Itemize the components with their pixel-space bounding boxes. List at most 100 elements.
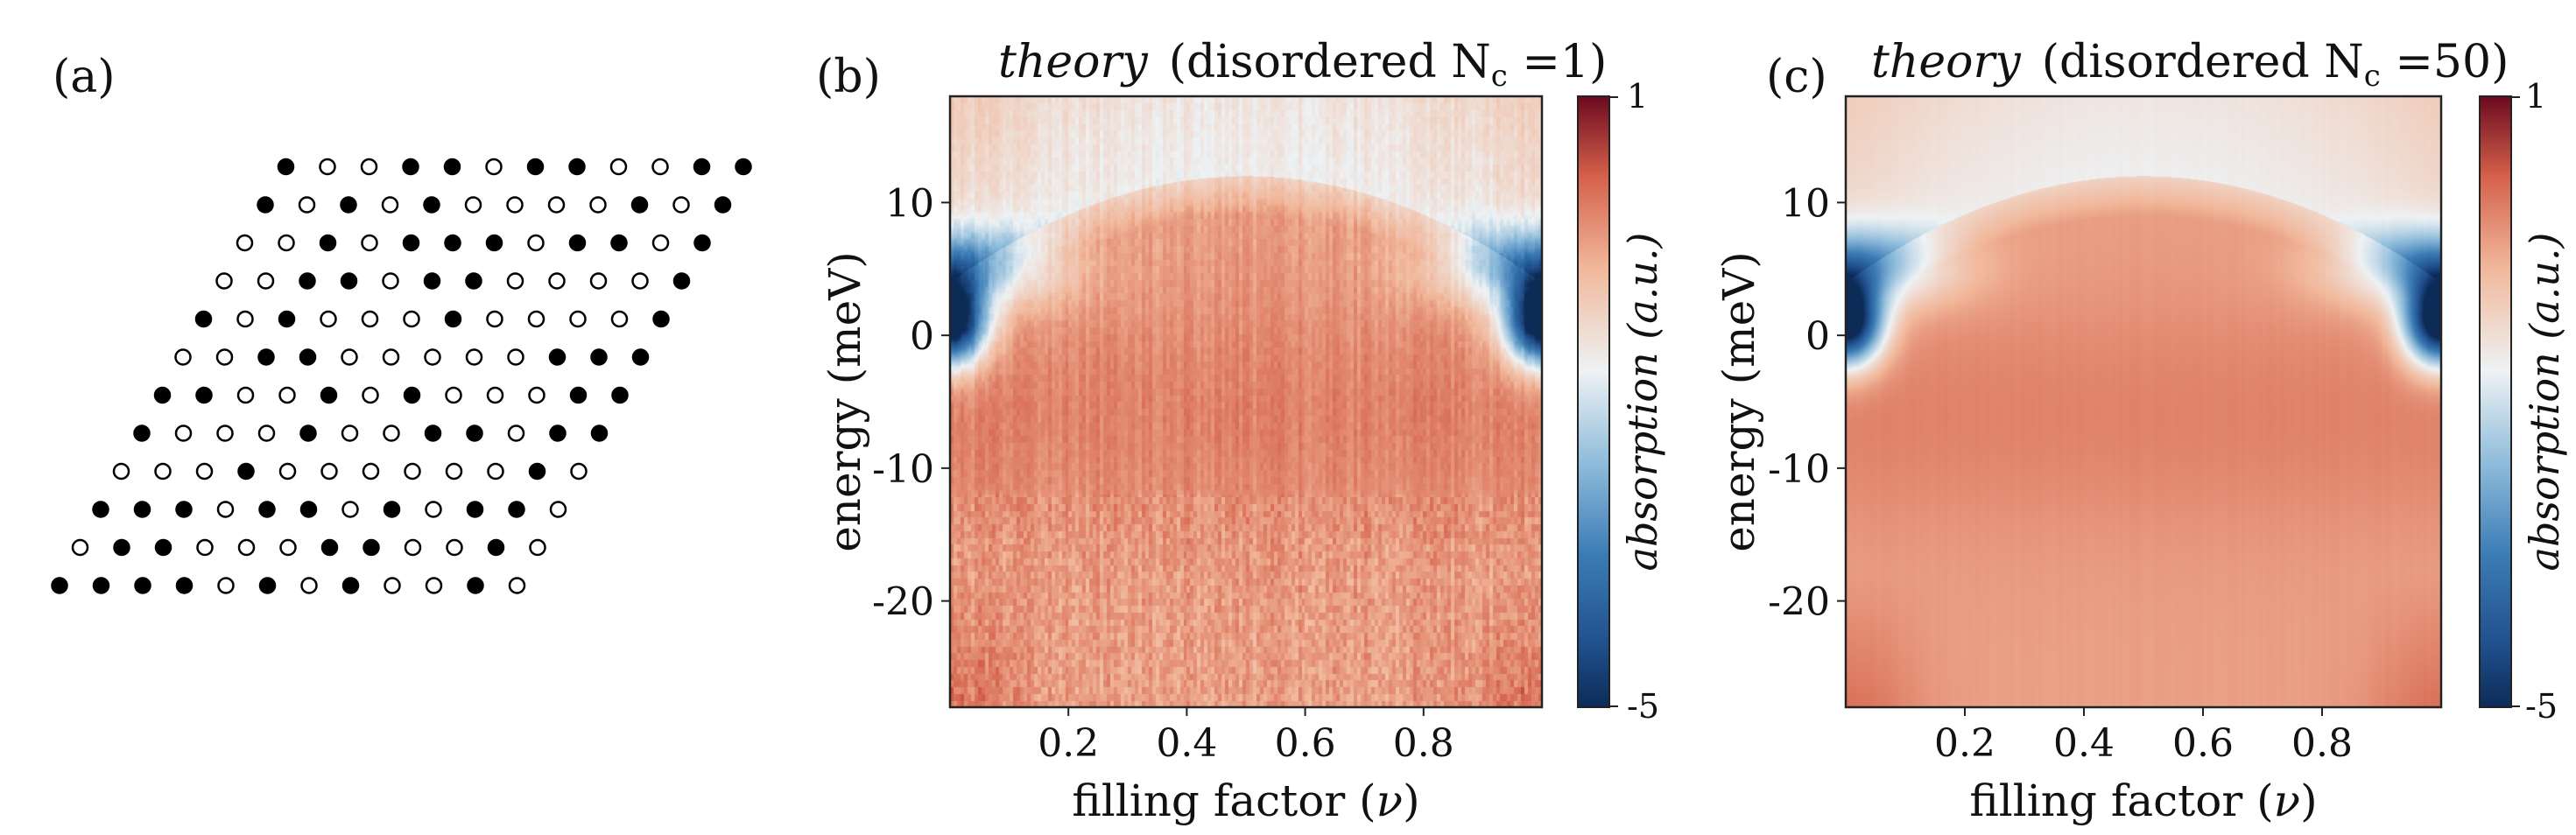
lattice-site-filled [258, 501, 276, 518]
lattice-site-empty [425, 501, 442, 518]
lattice-site-filled [175, 501, 193, 518]
lattice-site-empty [362, 462, 380, 481]
lattice-site-filled [672, 272, 691, 290]
lattice-site-filled [133, 501, 151, 518]
panel-b-colorbar-label: absorption (a.u.) [1619, 233, 1666, 572]
lattice-site-filled [175, 577, 194, 594]
panel-c-colorbar-label: absorption (a.u.) [2521, 233, 2568, 572]
lattice-site-empty [446, 538, 463, 557]
panel-c-colorbar-min: -5 [2525, 687, 2558, 726]
lattice-site-filled [693, 234, 711, 252]
lattice-site-empty [589, 196, 607, 214]
panel-b-title-end: =1) [1508, 36, 1607, 88]
lattice-site-filled [611, 386, 629, 404]
panel-c-xlabel: filling factor (ν) [1969, 775, 2317, 826]
lattice-site-empty [174, 425, 193, 442]
panel-b-colorbar-min: -5 [1627, 687, 1659, 726]
lattice-site-empty [570, 462, 588, 481]
lattice-site-filled [134, 577, 151, 594]
lattice-site-filled [610, 234, 628, 252]
lattice-site-empty [548, 272, 566, 290]
lattice-site-empty [341, 425, 359, 442]
lattice-site-empty [215, 348, 234, 366]
lattice-site-empty [465, 348, 483, 366]
panel-b-xtick-label: 0.8 [1393, 721, 1454, 766]
lattice-site-empty [319, 158, 336, 176]
lattice-site-empty [425, 577, 443, 594]
lattice-site-empty [215, 272, 233, 290]
lattice-site-filled [444, 310, 462, 328]
lattice-site-empty [527, 234, 545, 252]
panel-c: (c) theory (disordered Nc =50) 0.2 0.4 0.6 0… [1714, 36, 2568, 826]
lattice-site-filled [467, 577, 484, 594]
panel-b: (b) theory (disordered Nc =1) 0.2 0.4 0.6 0.… [816, 36, 1666, 826]
lattice-site-empty [236, 234, 254, 252]
lattice-site-empty [298, 196, 316, 214]
lattice-site-filled [154, 538, 172, 557]
panel-b-heatmap [950, 96, 1542, 707]
panel-b-xlabel: filling factor (ν) [1072, 775, 1419, 826]
lattice-site-filled [340, 196, 357, 214]
lattice-site-empty [609, 158, 628, 176]
lattice-site-filled [320, 538, 339, 557]
lattice-site-filled [299, 501, 318, 518]
lattice-site-empty [610, 310, 629, 328]
panel-b-xtick-label: 0.6 [1275, 721, 1336, 766]
lattice-site-filled [444, 234, 461, 252]
lattice-site-empty [236, 386, 255, 404]
lattice-site-empty [361, 234, 378, 252]
lattice-site-filled [277, 158, 295, 176]
lattice-site-filled [569, 386, 588, 404]
panel-c-ylabel: energy (meV) [1714, 251, 1764, 552]
lattice-site-empty [217, 577, 235, 594]
lattice-site-filled [424, 425, 442, 442]
lattice-site-empty [486, 310, 503, 328]
lattice-site-filled [383, 501, 401, 518]
lattice-site-empty [278, 462, 297, 481]
lattice-site-empty [174, 348, 192, 366]
lattice-site-filled [485, 234, 503, 252]
lattice-site-empty [445, 386, 462, 404]
lattice-site-filled [340, 272, 358, 290]
lattice-site-filled [508, 501, 525, 518]
lattice-site-empty [383, 425, 400, 442]
lattice-site-empty [362, 386, 379, 404]
panel-c-heatmap [1846, 96, 2441, 707]
lattice-site-filled [466, 501, 484, 518]
lattice-site-filled [299, 425, 317, 442]
lattice-site-filled [631, 348, 650, 366]
lattice-site-empty [195, 462, 214, 481]
panel-c-frame [1844, 95, 2443, 709]
panel-b-ytick-label: -10 [872, 447, 934, 492]
lattice-site-empty [278, 234, 295, 252]
panel-c-title-italic: theory [1871, 36, 2021, 88]
panel-c-title-rest: (disordered N [2042, 36, 2364, 88]
lattice-site-empty [216, 501, 235, 518]
lattice-site-filled [362, 538, 380, 557]
panel-b-frame [948, 95, 1544, 709]
panel-b-colorbar [1577, 95, 1610, 708]
panel-c-colorbar [2479, 95, 2512, 708]
lattice-site-filled [548, 348, 567, 366]
lattice-site-empty [237, 538, 256, 557]
lattice-site-filled [257, 348, 275, 366]
lattice-site-filled [92, 501, 109, 518]
lattice-site-empty [631, 272, 649, 290]
lattice-site-empty [487, 462, 504, 481]
panel-c-xtick-label: 0.8 [2291, 721, 2353, 766]
panel-b-ytick-label: -20 [872, 580, 934, 625]
lattice-site-filled [194, 310, 213, 328]
lattice-site-filled [652, 310, 670, 328]
panel-c-label: (c) [1766, 51, 1827, 103]
lattice-site-empty [381, 196, 399, 214]
lattice-site-filled [526, 158, 545, 176]
lattice-site-filled [299, 348, 317, 366]
lattice-site-filled [735, 158, 752, 176]
panel-c-xtick-label: 0.4 [2053, 721, 2115, 766]
lattice-site-empty [404, 462, 421, 481]
lattice-site-empty [424, 348, 441, 366]
lattice-site-empty [547, 196, 566, 214]
lattice-site-empty [196, 538, 214, 557]
lattice-site-filled [153, 386, 172, 404]
